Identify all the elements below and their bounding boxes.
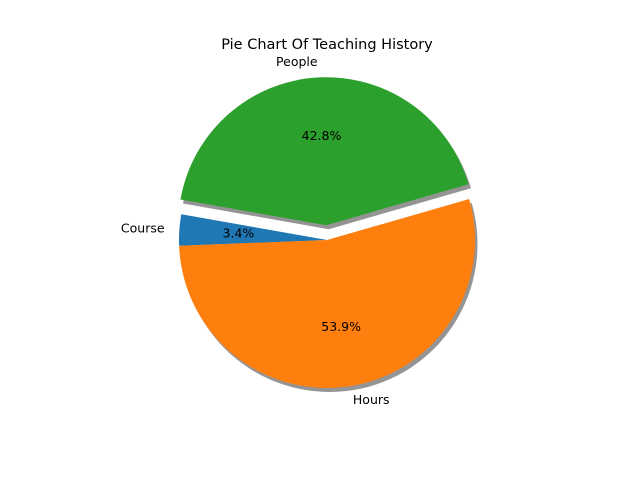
- chart-title: Pie Chart Of Teaching History: [221, 37, 433, 53]
- slice-label-hours: Hours: [353, 392, 390, 407]
- pie-slice-hours: [179, 199, 475, 388]
- slice-label-course: Course: [121, 220, 165, 235]
- pie-slice-course: [179, 214, 327, 246]
- slice-percent-course: 3.4%: [223, 225, 255, 240]
- pie-slice-people: [180, 77, 469, 226]
- slice-percent-hours: 53.9%: [321, 319, 361, 334]
- pie-slices: [179, 77, 475, 388]
- slice-label-people: People: [276, 54, 318, 69]
- slice-percent-people: 42.8%: [302, 128, 342, 143]
- slice-labels: Course 3.4% Hours 53.9% People 42.8%: [121, 54, 390, 407]
